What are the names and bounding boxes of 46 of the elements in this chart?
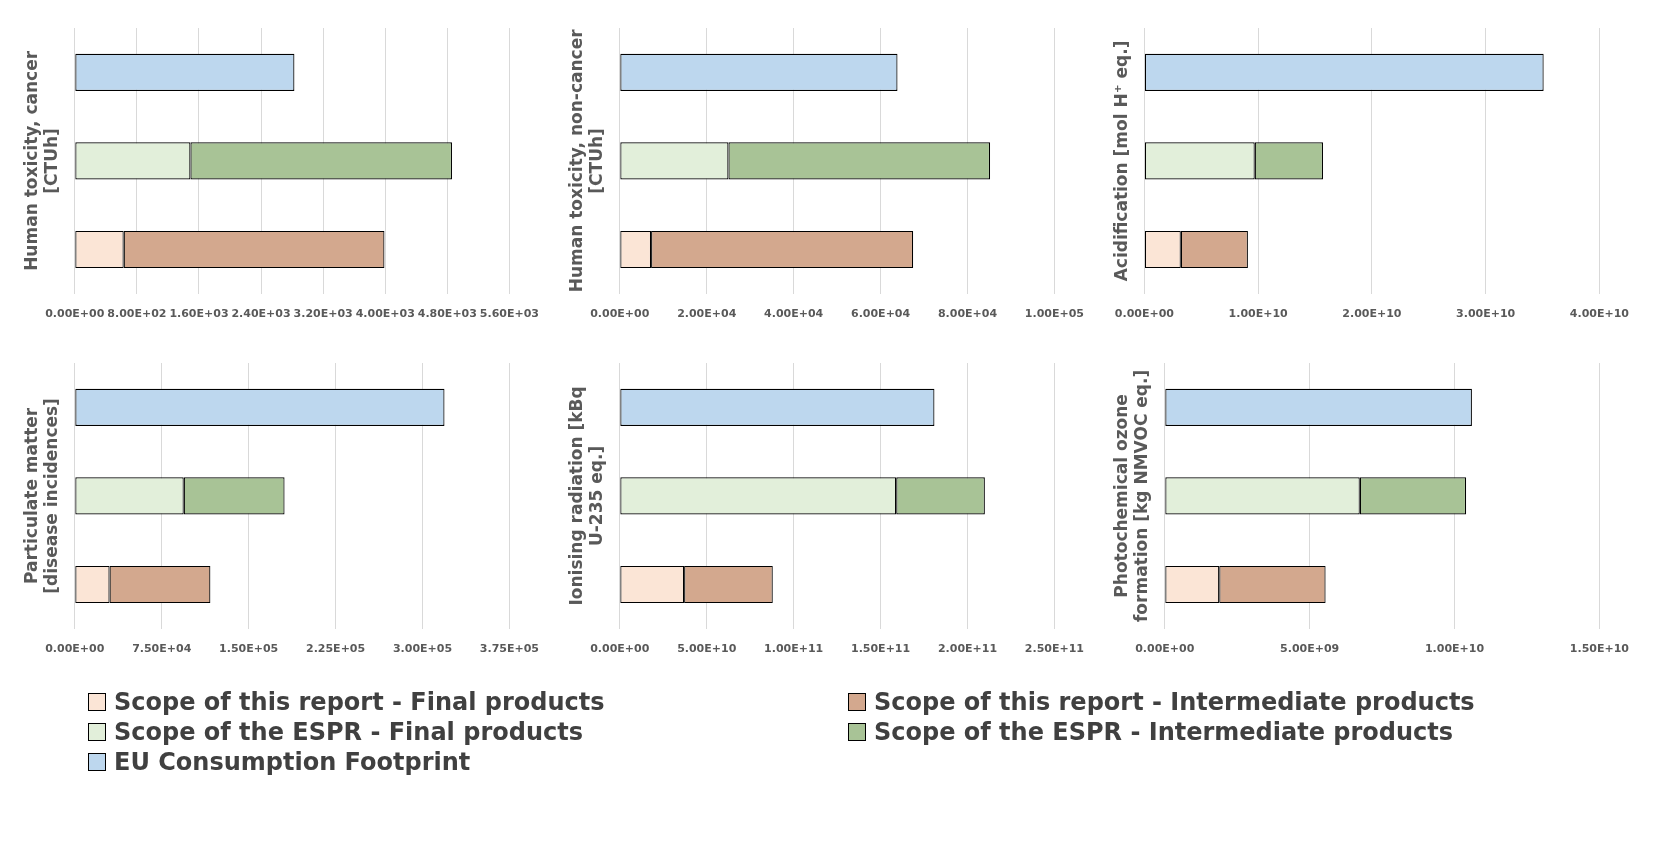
legend-label: EU Consumption Footprint: [114, 748, 471, 776]
y-axis-title: Human toxicity, cancer [CTUh]: [20, 50, 62, 271]
x-tick-label: 4.00E+10: [1569, 307, 1630, 321]
x-tick-label: 0.00E+00: [590, 642, 650, 656]
x-tick-label: 1.00E+10: [1228, 307, 1289, 321]
x-tick-label: 4.80E+03: [417, 307, 477, 321]
x-tick-label: 0.00E+00: [1114, 307, 1175, 321]
x-tick-label: 0.00E+00: [45, 307, 105, 321]
x-tick-label: 1.60E+03: [169, 307, 229, 321]
x-tick-label: 2.00E+10: [1342, 307, 1402, 321]
legend-label: Scope of this report - Intermediate products: [874, 688, 1475, 716]
legend-label: Scope of this report - Final products: [114, 688, 605, 716]
x-tick-label: 5.00E+10: [677, 642, 737, 656]
y-axis-title: Human toxicity, non-cancer [CTUh]: [565, 28, 607, 293]
x-tick-label: 0.00E+00: [45, 642, 105, 656]
x-tick-label: 5.00E+09: [1280, 642, 1340, 656]
x-tick-label: 0.00E+00: [1135, 642, 1195, 656]
x-tick-label: 6.00E+04: [850, 307, 911, 321]
y-axis-title: Particulate matter [disease incidences]: [20, 398, 62, 594]
y-axis-title: Ionising radiation [kBq U-235 eq.]: [565, 386, 607, 606]
x-tick-label: 2.50E+11: [1024, 642, 1084, 656]
x-tick-label: 3.00E+10: [1456, 307, 1516, 321]
x-tick-label: 2.25E+05: [305, 642, 366, 656]
x-tick-label: 2.00E+04: [677, 307, 737, 321]
x-tick-label: 3.00E+05: [392, 642, 453, 656]
x-tick-label: 3.75E+05: [479, 642, 539, 656]
x-tick-label: 2.40E+03: [231, 307, 291, 321]
x-tick-label: 3.20E+03: [293, 307, 353, 321]
x-tick-label: 1.00E+11: [764, 642, 824, 656]
x-tick-label: 7.50E+04: [132, 642, 192, 656]
x-tick-label: 1.50E+05: [219, 642, 279, 656]
y-axis-title: Photochemical ozone formation [kg NMVOC eq.]: [1110, 369, 1152, 623]
x-tick-label: 8.00E+04: [937, 307, 998, 321]
y-axis-title: Acidification [mol H⁺ eq.]: [1110, 40, 1131, 282]
x-tick-label: 1.50E+10: [1569, 642, 1630, 656]
legend-label: Scope of the ESPR - Final products: [114, 718, 583, 746]
x-tick-label: 1.00E+05: [1024, 307, 1084, 321]
x-tick-label: 5.60E+03: [479, 307, 539, 321]
x-tick-label: 4.00E+04: [764, 307, 824, 321]
x-tick-label: 1.50E+11: [850, 642, 911, 656]
x-tick-label: 1.00E+10: [1424, 642, 1485, 656]
x-tick-label: 4.00E+03: [355, 307, 415, 321]
x-tick-label: 0.00E+00: [590, 307, 650, 321]
x-tick-label: 2.00E+11: [937, 642, 998, 656]
legend-label: Scope of the ESPR - Intermediate products: [874, 718, 1454, 746]
x-tick-label: 8.00E+02: [107, 307, 167, 321]
